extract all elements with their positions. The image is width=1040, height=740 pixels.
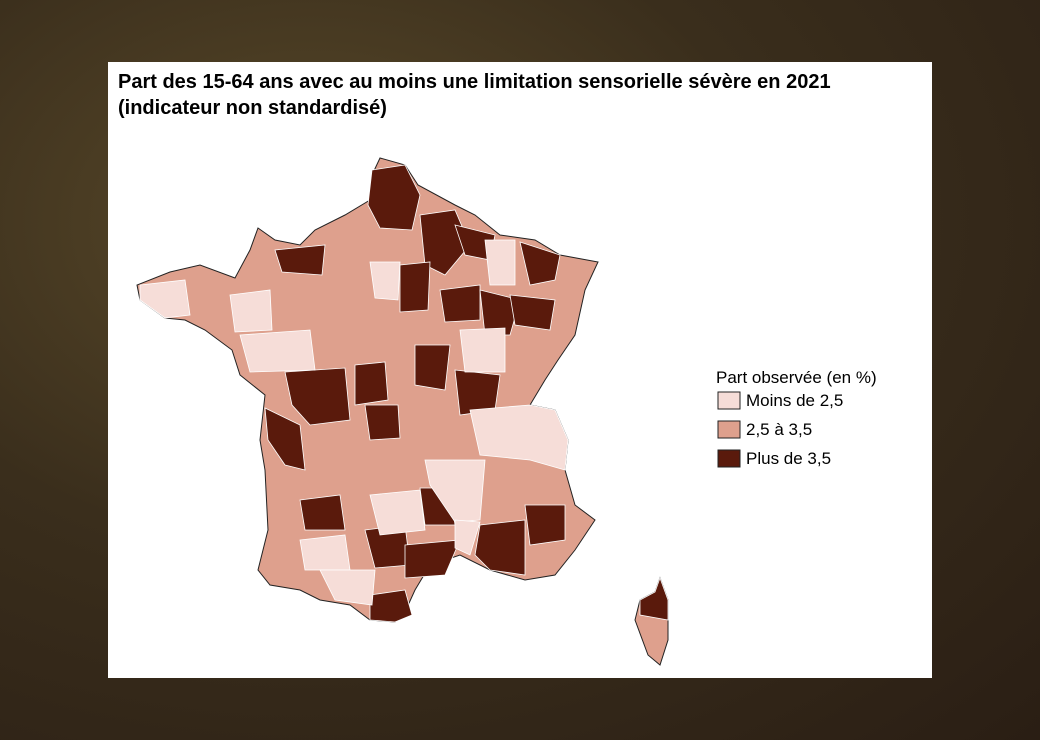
legend-title: Part observée (en %) — [716, 368, 877, 387]
legend: Part observée (en %) Moins de 2,5 2,5 à 3… — [716, 368, 877, 468]
dark-regions — [264, 164, 566, 623]
map-panel: Part des 15-64 ans avec au moins une lim… — [108, 62, 932, 678]
france-map — [136, 157, 669, 666]
legend-swatch — [717, 449, 741, 468]
light-regions — [139, 239, 569, 606]
corsica-north — [639, 576, 669, 621]
legend-swatch — [717, 420, 741, 439]
legend-label: Moins de 2,5 — [746, 391, 843, 410]
legend-label: 2,5 à 3,5 — [746, 420, 812, 439]
legend-label: Plus de 3,5 — [746, 449, 831, 468]
subtitle: (indicateur non standardisé) — [118, 97, 387, 119]
legend-swatch — [717, 391, 741, 410]
map: Part des 15-64 ans avec au moins une lim… — [118, 71, 877, 666]
title: Part des 15-64 ans avec au moins une lim… — [118, 71, 831, 93]
